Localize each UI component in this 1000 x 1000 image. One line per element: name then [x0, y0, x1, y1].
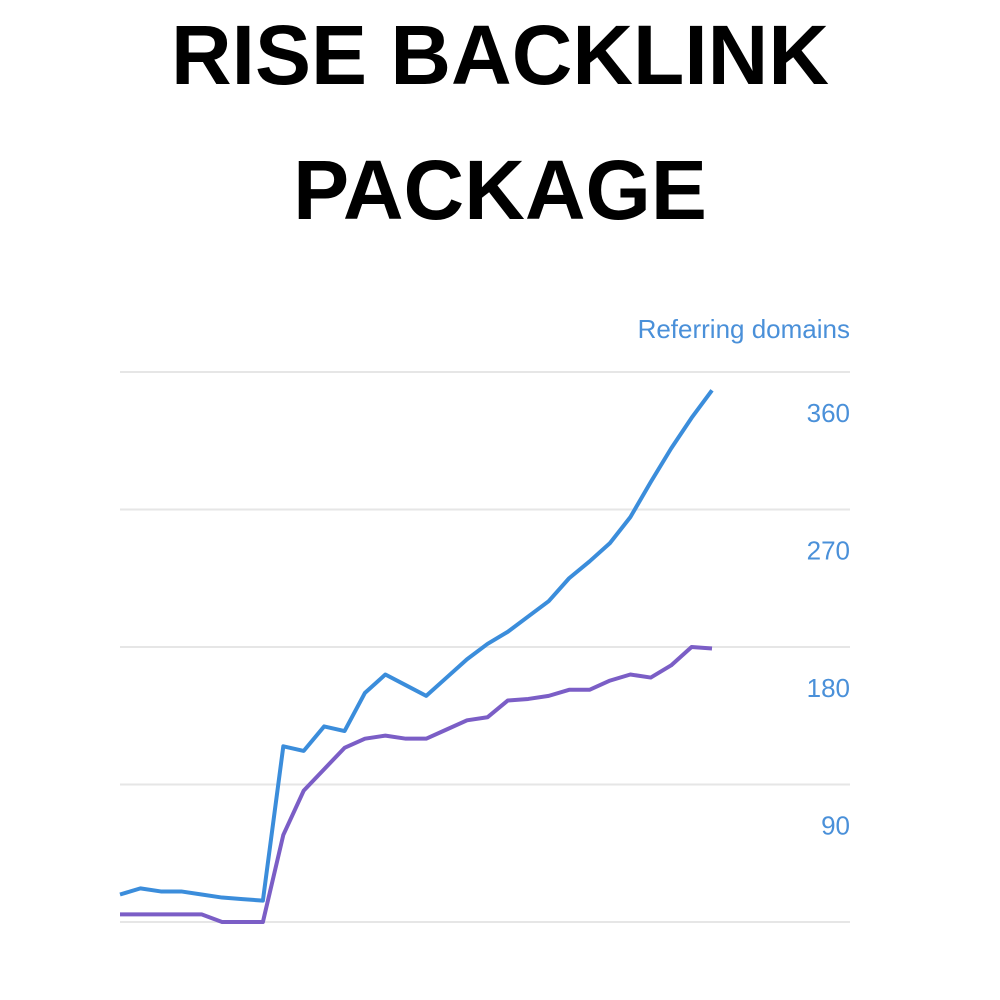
y-tick-label: 90: [821, 811, 850, 841]
y-tick-label: 180: [807, 673, 850, 703]
y-tick-label: 360: [807, 398, 850, 428]
line: [119, 389, 714, 903]
y-axis-label: Referring domains: [638, 314, 850, 344]
y-tick-label: 270: [807, 536, 850, 566]
line: [120, 645, 713, 924]
chart-title: RISE BACKLINK PACKAGE: [170, 8, 829, 237]
